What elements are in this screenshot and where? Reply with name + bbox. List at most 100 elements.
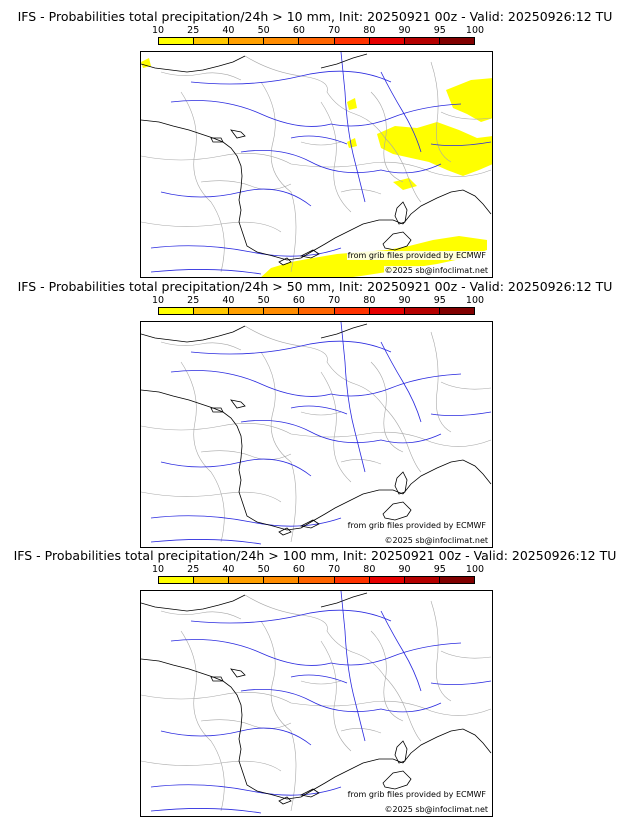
admin-border <box>300 411 342 416</box>
data-credit: from grib files provided by ECMWF <box>346 251 487 260</box>
colorbar-tick: 95 <box>433 25 446 36</box>
admin-border <box>320 101 352 213</box>
coastline <box>394 201 408 225</box>
coastline <box>299 788 320 798</box>
admin-border <box>200 719 292 729</box>
river-line <box>160 458 312 477</box>
colorbar-segment <box>229 308 265 314</box>
colorbar-segment <box>369 308 405 314</box>
admin-border <box>180 630 225 812</box>
admin-border <box>160 71 242 81</box>
coastline <box>230 668 246 678</box>
colorbar-segment <box>194 38 230 44</box>
admin-border <box>244 325 422 473</box>
colorbar-tick: 70 <box>328 25 341 36</box>
colorbar-segment <box>439 577 474 583</box>
map-drawing <box>141 322 492 545</box>
admin-border <box>160 341 242 351</box>
colorbar-tick: 40 <box>222 295 235 306</box>
colorbar-tick: 25 <box>187 25 200 36</box>
colorbar-tick: 60 <box>292 564 305 575</box>
colorbar-tick: 80 <box>363 295 376 306</box>
precip-area <box>347 138 357 148</box>
river-line <box>190 70 392 85</box>
admin-border <box>244 594 422 742</box>
colorbar-tick: 50 <box>257 25 270 36</box>
data-credit: from grib files provided by ECMWF <box>346 521 487 530</box>
colorbar-tick: 90 <box>398 564 411 575</box>
admin-border <box>430 331 452 433</box>
colorbar-tick: 60 <box>292 25 305 36</box>
river-line <box>380 610 422 692</box>
coastline <box>402 459 492 495</box>
colorbar-segment <box>439 308 474 314</box>
admin-border <box>370 91 404 183</box>
river-line <box>240 420 442 444</box>
precip-area <box>141 58 151 68</box>
river-line <box>160 188 312 207</box>
admin-border <box>340 728 382 734</box>
colorbar-segment <box>264 38 300 44</box>
river-line <box>190 609 392 624</box>
colorbar-segment <box>194 577 230 583</box>
colorbar-tick: 100 <box>465 564 485 575</box>
colorbar-segment <box>159 38 195 44</box>
admin-border <box>200 450 292 460</box>
colorbar-segment <box>159 577 195 583</box>
coastline <box>402 728 492 764</box>
river-line <box>380 341 422 423</box>
coastline <box>382 231 412 251</box>
colorbar-segment <box>334 308 370 314</box>
admin-border <box>370 361 404 453</box>
river-line <box>170 100 462 127</box>
copyright-label: ©2025 sb@infoclimat.net <box>383 536 489 545</box>
colorbar-labels: 10 25 40 50 60 70 80 90 95 100 <box>152 564 484 575</box>
colorbar-tick: 10 <box>151 564 165 575</box>
river-line <box>340 322 366 473</box>
coastline <box>230 129 246 139</box>
coastline <box>299 249 320 259</box>
river-line <box>150 269 262 275</box>
colorbar-segment <box>264 577 300 583</box>
river-line <box>150 245 342 257</box>
colorbar-segment <box>264 308 300 314</box>
colorbar-tick: 25 <box>187 564 200 575</box>
colorbar-segment <box>369 38 405 44</box>
precip-area <box>446 78 492 122</box>
map-drawing <box>141 52 492 277</box>
copyright-label: ©2025 sb@infoclimat.net <box>383 805 489 814</box>
admin-border <box>430 61 452 163</box>
coastline <box>278 527 292 536</box>
colorbar-segment <box>369 577 405 583</box>
colorbar-tick: 80 <box>363 564 376 575</box>
data-credit: from grib files provided by ECMWF <box>346 790 487 799</box>
colorbar-tick: 95 <box>433 295 446 306</box>
river-line <box>430 680 492 685</box>
colorbar <box>158 307 475 315</box>
colorbar-segment <box>404 38 440 44</box>
admin-border <box>180 91 225 273</box>
coastline <box>382 501 412 521</box>
river-line <box>340 591 366 742</box>
colorbar-segment <box>404 308 440 314</box>
colorbar-tick: 70 <box>328 564 341 575</box>
colorbar-segment <box>159 308 195 314</box>
coastline <box>141 594 246 612</box>
map-drawing <box>141 591 492 814</box>
river-line <box>160 727 312 746</box>
colorbar-tick: 50 <box>257 564 270 575</box>
probability-map: from grib files provided by ECMWF ©2025 … <box>140 590 493 817</box>
panel-50mm: IFS - Probabilities total precipitation/… <box>0 280 630 550</box>
colorbar-tick: 10 <box>151 295 165 306</box>
colorbar-segment <box>439 38 474 44</box>
colorbar-segment <box>299 308 335 314</box>
admin-border <box>430 600 452 702</box>
river-line <box>150 808 262 814</box>
probability-map: from grib files provided by ECMWF ©2025 … <box>140 51 493 278</box>
coastline <box>402 189 492 225</box>
admin-border <box>340 459 382 465</box>
coastline <box>210 137 224 143</box>
colorbar-tick: 40 <box>222 25 235 36</box>
admin-border <box>141 491 282 503</box>
river-line <box>190 340 392 355</box>
